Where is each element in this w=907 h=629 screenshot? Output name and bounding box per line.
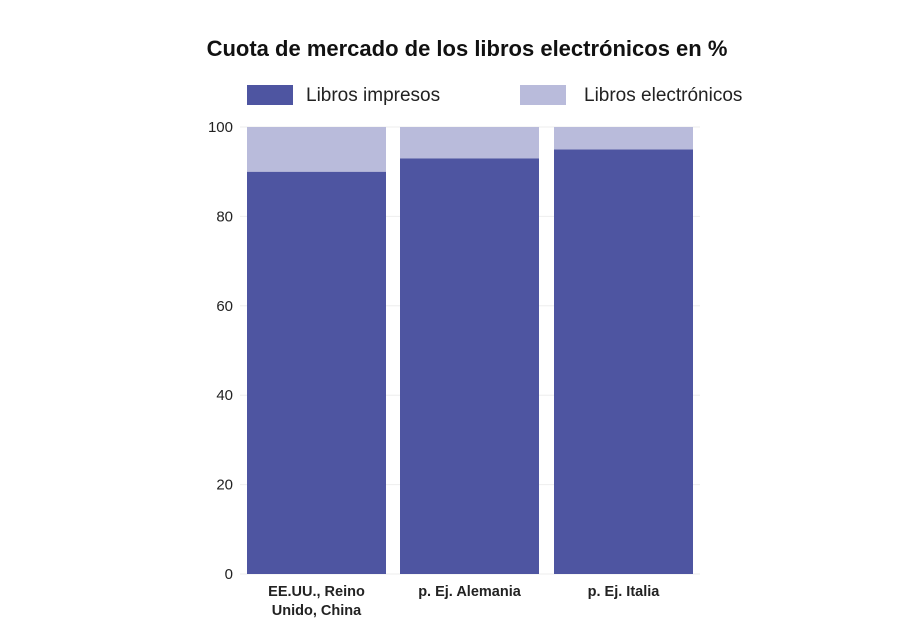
bar-libros-electronicos-2 — [554, 127, 693, 150]
bar-libros-electronicos-0 — [247, 127, 386, 172]
x-axis-labels: EE.UU., Reino Unido, China p. Ej. Alemania… — [268, 584, 660, 619]
legend-swatch-libros-impresos — [247, 85, 293, 105]
x-category-label-2: p. Ej. Italia — [588, 584, 661, 600]
x-category-label-1: p. Ej. Alemania — [418, 584, 522, 600]
legend-label-libros-electronicos: Libros electrónicos — [584, 85, 742, 106]
y-tick-label-0: 0 — [225, 566, 233, 583]
bars — [247, 127, 693, 575]
chart-title: Cuota de mercado de los libros electróni… — [207, 36, 728, 61]
bar-libros-impresos-0 — [247, 171, 386, 574]
y-tick-label-40: 40 — [216, 387, 233, 404]
bar-libros-impresos-1 — [400, 158, 539, 575]
y-tick-label-100: 100 — [208, 119, 233, 136]
y-tick-label-20: 20 — [216, 477, 233, 494]
bar-libros-electronicos-1 — [400, 127, 539, 159]
bar-libros-impresos-2 — [554, 149, 693, 574]
y-axis-ticks: 0 20 40 60 80 100 — [208, 119, 233, 583]
x-category-label-0-line-1: Unido, China — [272, 603, 362, 619]
y-tick-label-60: 60 — [216, 298, 233, 315]
legend-label-libros-impresos: Libros impresos — [306, 85, 440, 106]
legend: Libros impresos Libros electrónicos — [247, 85, 742, 106]
legend-swatch-libros-electronicos — [520, 85, 566, 105]
x-category-label-0-line-0: EE.UU., Reino — [268, 584, 365, 600]
y-tick-label-80: 80 — [216, 208, 233, 225]
